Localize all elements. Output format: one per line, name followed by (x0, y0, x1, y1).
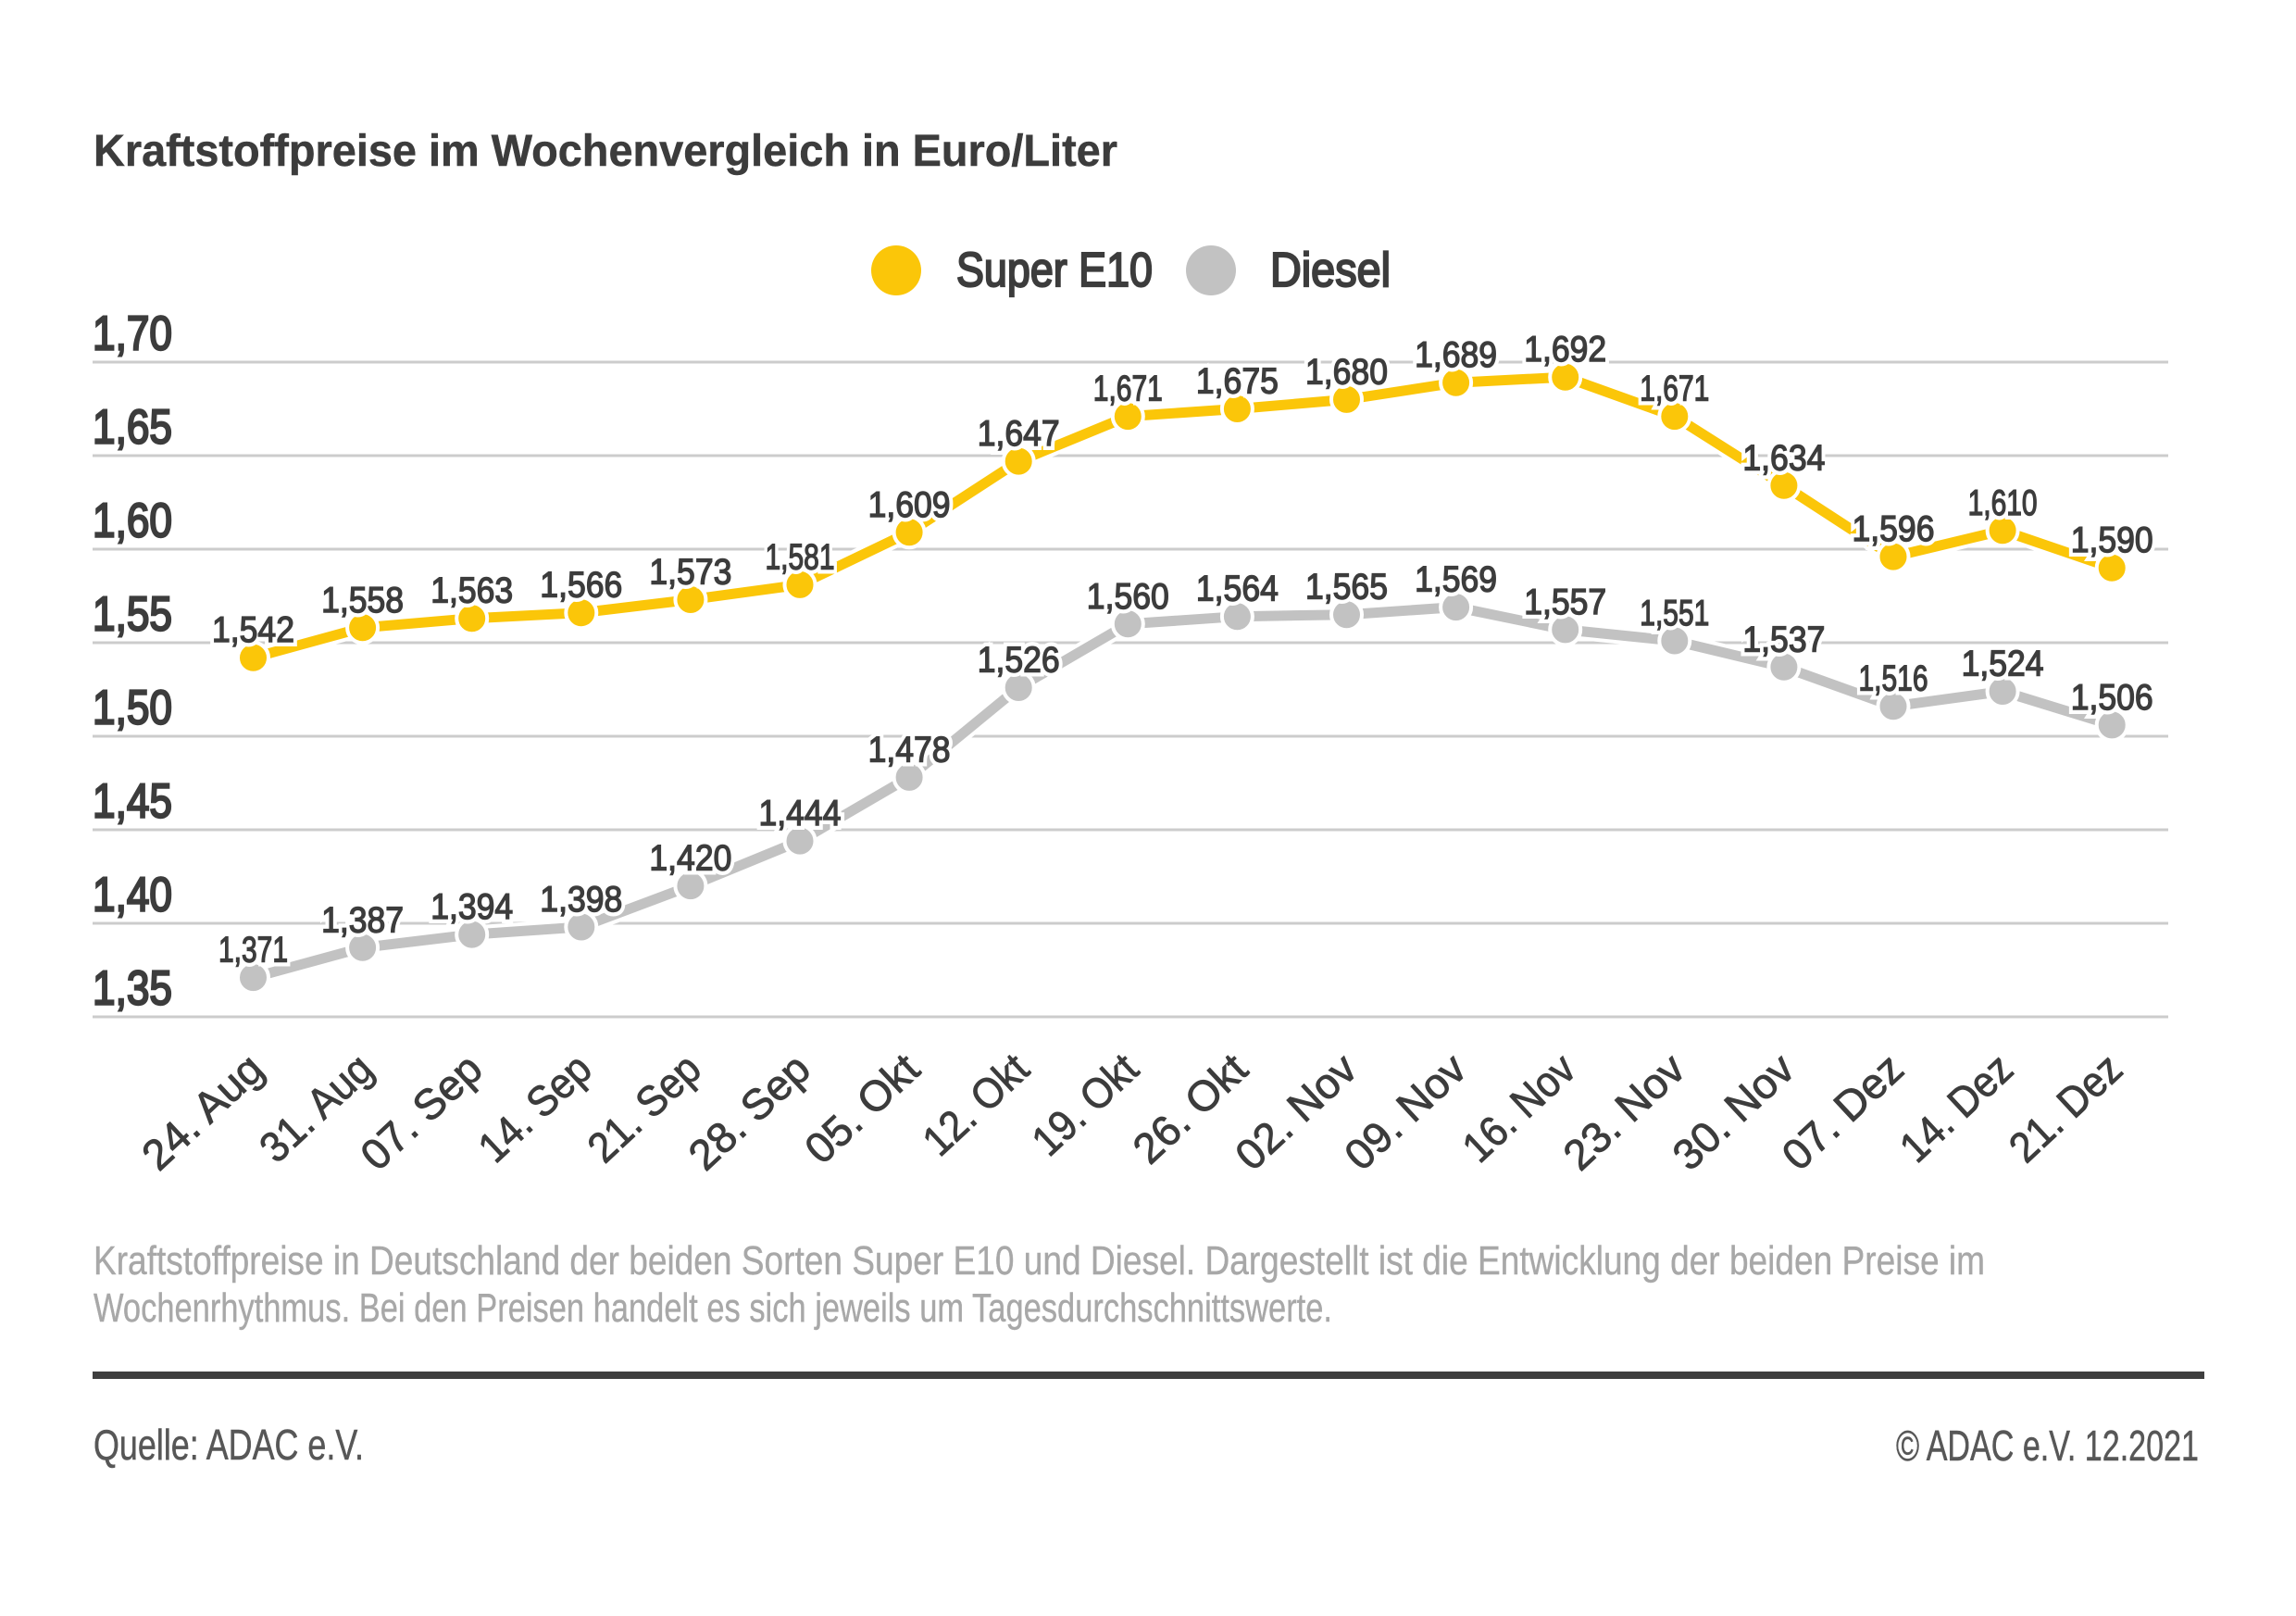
svg-text:1,569: 1,569 (1415, 560, 1497, 600)
svg-text:1,524: 1,524 (1962, 645, 2044, 684)
svg-text:1,444: 1,444 (759, 794, 842, 833)
svg-text:1,634: 1,634 (1742, 438, 1825, 478)
svg-text:1,558: 1,558 (321, 581, 404, 620)
svg-text:1,565: 1,565 (1305, 568, 1388, 608)
svg-text:1,675: 1,675 (1196, 362, 1279, 402)
svg-text:1,689: 1,689 (1415, 335, 1497, 375)
svg-text:1,398: 1,398 (540, 880, 622, 920)
svg-text:1,45: 1,45 (93, 775, 172, 829)
svg-text:1,55: 1,55 (93, 588, 172, 642)
svg-text:1,506: 1,506 (2071, 678, 2153, 718)
svg-text:1,65: 1,65 (93, 401, 172, 455)
svg-text:1,671: 1,671 (1640, 370, 1709, 409)
svg-text:1,647: 1,647 (978, 414, 1060, 454)
svg-text:1,692: 1,692 (1524, 330, 1606, 370)
svg-text:1,564: 1,564 (1196, 570, 1279, 609)
svg-text:1,634: 1,634 (1742, 438, 1825, 478)
svg-text:Wochenrhythmus. Bei den Preise: Wochenrhythmus. Bei den Preisen handelt … (94, 1285, 1332, 1331)
svg-text:1,671: 1,671 (1640, 370, 1709, 409)
svg-text:1,526: 1,526 (978, 641, 1060, 681)
svg-text:1,609: 1,609 (868, 485, 951, 525)
svg-text:1,564: 1,564 (1196, 570, 1279, 609)
svg-text:1,565: 1,565 (1305, 568, 1388, 608)
svg-text:1,563: 1,563 (430, 571, 513, 611)
svg-text:1,569: 1,569 (1415, 560, 1497, 600)
svg-text:1,566: 1,566 (540, 566, 622, 606)
svg-text:1,444: 1,444 (759, 794, 842, 833)
svg-text:1,557: 1,557 (1524, 583, 1606, 622)
svg-text:Diesel: Diesel (1270, 244, 1391, 297)
svg-text:1,573: 1,573 (649, 553, 731, 593)
svg-text:1,524: 1,524 (1962, 645, 2044, 684)
svg-text:Quelle: ADAC e.V.: Quelle: ADAC e.V. (94, 1421, 364, 1469)
svg-text:1,537: 1,537 (1742, 620, 1825, 659)
svg-text:1,551: 1,551 (1640, 594, 1709, 633)
svg-text:1,689: 1,689 (1415, 335, 1497, 375)
svg-text:© ADAC e.V. 12.2021: © ADAC e.V. 12.2021 (1896, 1422, 2199, 1470)
svg-text:1,680: 1,680 (1305, 352, 1388, 392)
svg-text:1,551: 1,551 (1640, 594, 1709, 633)
svg-text:Kraftstoffpreise im Wochenverg: Kraftstoffpreise im Wochenvergleich in E… (94, 127, 1117, 176)
svg-text:1,35: 1,35 (93, 962, 172, 1016)
svg-text:1,478: 1,478 (868, 730, 951, 770)
svg-text:Kraftstoffpreise in Deutschlan: Kraftstoffpreise in Deutschland der beid… (94, 1238, 1985, 1284)
svg-text:1,680: 1,680 (1305, 352, 1388, 392)
svg-text:1,387: 1,387 (321, 900, 404, 940)
svg-text:1,516: 1,516 (1859, 659, 1928, 699)
svg-text:1,542: 1,542 (212, 610, 294, 650)
svg-text:1,478: 1,478 (868, 730, 951, 770)
svg-text:1,590: 1,590 (2071, 520, 2153, 560)
svg-text:1,506: 1,506 (2071, 678, 2153, 718)
svg-text:1,516: 1,516 (1859, 659, 1928, 699)
svg-text:1,70: 1,70 (93, 307, 172, 361)
svg-text:1,558: 1,558 (321, 581, 404, 620)
svg-text:1,542: 1,542 (212, 610, 294, 650)
svg-text:1,573: 1,573 (649, 553, 731, 593)
svg-text:1,566: 1,566 (540, 566, 622, 606)
svg-text:1,671: 1,671 (1093, 370, 1163, 409)
svg-text:1,581: 1,581 (766, 537, 835, 577)
svg-text:1,692: 1,692 (1524, 330, 1606, 370)
svg-text:1,609: 1,609 (868, 485, 951, 525)
svg-text:Super E10: Super E10 (956, 244, 1153, 297)
svg-text:1,610: 1,610 (1968, 483, 2038, 523)
svg-text:1,387: 1,387 (321, 900, 404, 940)
svg-text:1,560: 1,560 (1087, 577, 1169, 617)
svg-text:1,398: 1,398 (540, 880, 622, 920)
svg-text:1,526: 1,526 (978, 641, 1060, 681)
svg-text:1,557: 1,557 (1524, 583, 1606, 622)
svg-text:1,371: 1,371 (218, 931, 288, 971)
svg-text:1,420: 1,420 (649, 839, 731, 879)
svg-text:1,60: 1,60 (93, 495, 172, 548)
svg-text:1,40: 1,40 (93, 869, 172, 922)
svg-text:1,581: 1,581 (766, 537, 835, 577)
svg-text:1,50: 1,50 (93, 682, 172, 735)
svg-text:1,610: 1,610 (1968, 483, 2038, 523)
svg-text:1,675: 1,675 (1196, 362, 1279, 402)
svg-text:1,394: 1,394 (430, 887, 513, 927)
svg-text:1,420: 1,420 (649, 839, 731, 879)
svg-text:1,537: 1,537 (1742, 620, 1825, 659)
svg-text:1,563: 1,563 (430, 571, 513, 611)
svg-text:1,590: 1,590 (2071, 520, 2153, 560)
svg-text:1,394: 1,394 (430, 887, 513, 927)
svg-text:1,596: 1,596 (1853, 509, 1935, 549)
svg-text:1,560: 1,560 (1087, 577, 1169, 617)
svg-text:1,596: 1,596 (1853, 509, 1935, 549)
svg-text:1,371: 1,371 (218, 931, 288, 971)
svg-text:1,671: 1,671 (1093, 370, 1163, 409)
svg-text:1,647: 1,647 (978, 414, 1060, 454)
